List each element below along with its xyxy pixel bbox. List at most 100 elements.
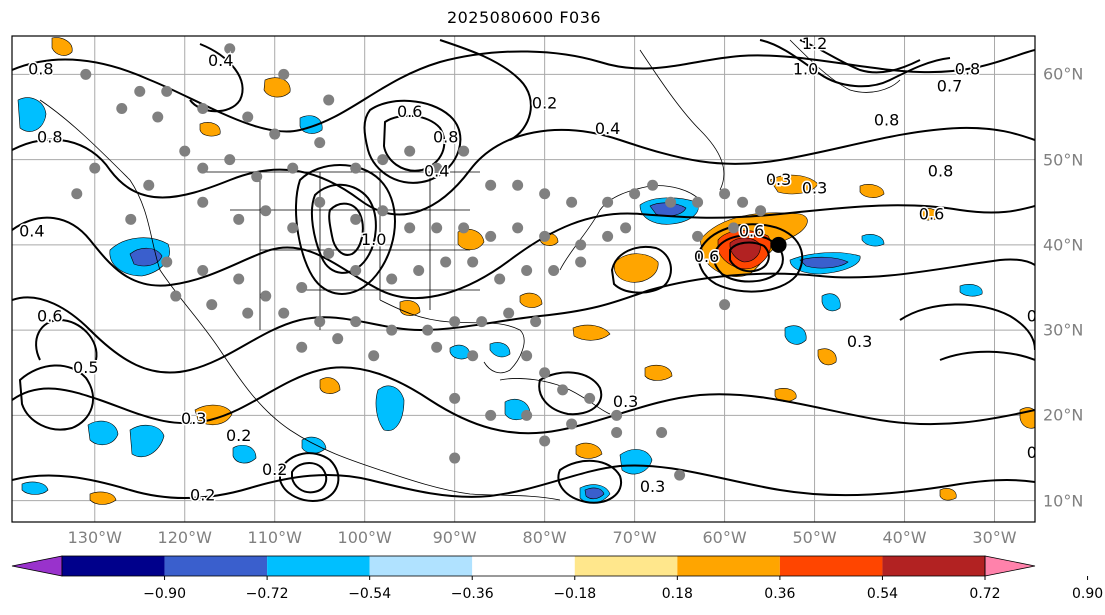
contour-line (12, 204, 1035, 299)
observation-dot (296, 341, 308, 353)
colorbar-segment (882, 556, 985, 576)
observation-dot (197, 264, 209, 276)
observation-dot (152, 111, 164, 123)
observation-dot (242, 111, 254, 123)
colorbar-segment (62, 556, 165, 576)
observation-dot (161, 256, 173, 268)
contour-line (729, 241, 770, 273)
observation-dot (485, 409, 497, 421)
longitude-label: 50°W (792, 528, 837, 547)
observation-dot (332, 333, 344, 345)
observation-dot (620, 222, 632, 234)
contour-label: 0.2 (262, 460, 287, 479)
observation-dot (611, 409, 623, 421)
shade-blob (489, 342, 511, 358)
shade-blob (575, 442, 603, 459)
observation-dot (602, 196, 614, 208)
observation-dot (314, 196, 326, 208)
observation-dot (350, 213, 362, 225)
shade-blob (21, 481, 49, 495)
observation-dot (629, 188, 641, 200)
observation-dot (0, 60, 10, 71)
colorbar-frame (61, 555, 986, 577)
colorbar-tick-label: −0.72 (245, 586, 289, 602)
observation-dot (224, 43, 236, 55)
colorbar-tick-label: 0.90 (1071, 586, 1104, 602)
shade-blob (194, 404, 233, 426)
observation-dot (287, 162, 299, 174)
contour-line (18, 364, 95, 431)
observation-dot (512, 222, 524, 234)
coastline (379, 299, 525, 374)
observation-dot (647, 179, 659, 191)
contour-label: 0.5 (73, 358, 98, 377)
shade-blob (817, 348, 837, 366)
longitude-label: 120°W (157, 528, 212, 547)
latitude-label: 10°N (1043, 491, 1084, 511)
contour-label: 0.2 (190, 486, 215, 505)
observation-dot (260, 205, 272, 217)
observation-dot (539, 230, 551, 242)
contour-line (899, 303, 1035, 351)
contour-label: 0.3 (847, 332, 872, 351)
observation-dot (287, 222, 299, 234)
colorbar-tick-label: 0.36 (764, 586, 796, 602)
colorbar-tick-label: −0.54 (348, 586, 392, 602)
observation-dot (530, 316, 542, 328)
shade-blob (821, 293, 841, 312)
observation-dot (242, 307, 254, 319)
observation-dot (80, 68, 92, 80)
shade-blob (939, 488, 957, 501)
observation-dot (539, 188, 551, 200)
observation-dot (539, 367, 551, 379)
contour-label: 0.3 (640, 477, 665, 496)
latitude-label: 60°N (1043, 64, 1084, 84)
shade-blob (861, 234, 885, 247)
longitude-label: 60°W (702, 528, 747, 547)
map-plot: 0.40.80.80.60.80.41.00.20.41.21.0 0.80.70… (0, 35, 1036, 523)
observation-dot (323, 247, 335, 259)
shade-blob (87, 420, 119, 446)
observation-dot (449, 316, 461, 328)
contour-label: 0.6 (739, 221, 764, 240)
colorbar-segment (164, 556, 268, 576)
observation-dot (656, 426, 668, 438)
observation-dot (377, 205, 389, 217)
observation-dot (71, 188, 83, 200)
shade-blob (51, 37, 73, 56)
shade-blob (959, 284, 983, 297)
observation-dot (143, 179, 155, 191)
observation-dot (512, 179, 524, 191)
observation-dot (350, 316, 362, 328)
colorbar-tick-label: 0.72 (969, 586, 1001, 602)
contour-line (557, 459, 623, 504)
contour-line (291, 462, 328, 494)
colorbar (11, 555, 1089, 580)
contour-label: 0.2 (532, 93, 557, 112)
border (259, 172, 431, 330)
observation-dot (431, 341, 443, 353)
contour-label: 0.4 (595, 119, 620, 138)
shade-blob (572, 324, 611, 341)
contour-label: 0.8 (433, 128, 458, 147)
shade-blob (799, 256, 849, 269)
observation-dot (89, 162, 101, 174)
observation-dot (692, 196, 704, 208)
observation-dot (233, 213, 245, 225)
boundaries (39, 39, 901, 501)
colorbar-segment (472, 556, 575, 576)
shade-blob (859, 184, 885, 198)
map-frame (11, 35, 1036, 523)
observation-dot (377, 154, 389, 166)
observation-dot (278, 68, 290, 80)
observation-dot (674, 469, 686, 481)
longitude-label: 110°W (247, 528, 302, 547)
contour-line (799, 39, 921, 74)
observation-dot (386, 324, 398, 336)
observation-dot (521, 264, 533, 276)
contour-label: 0.3 (766, 170, 791, 189)
observation-dot (458, 145, 470, 157)
colorbar-segment (677, 556, 780, 576)
contour-line (713, 234, 784, 283)
colorbar-tick-label: −0.36 (450, 586, 494, 602)
